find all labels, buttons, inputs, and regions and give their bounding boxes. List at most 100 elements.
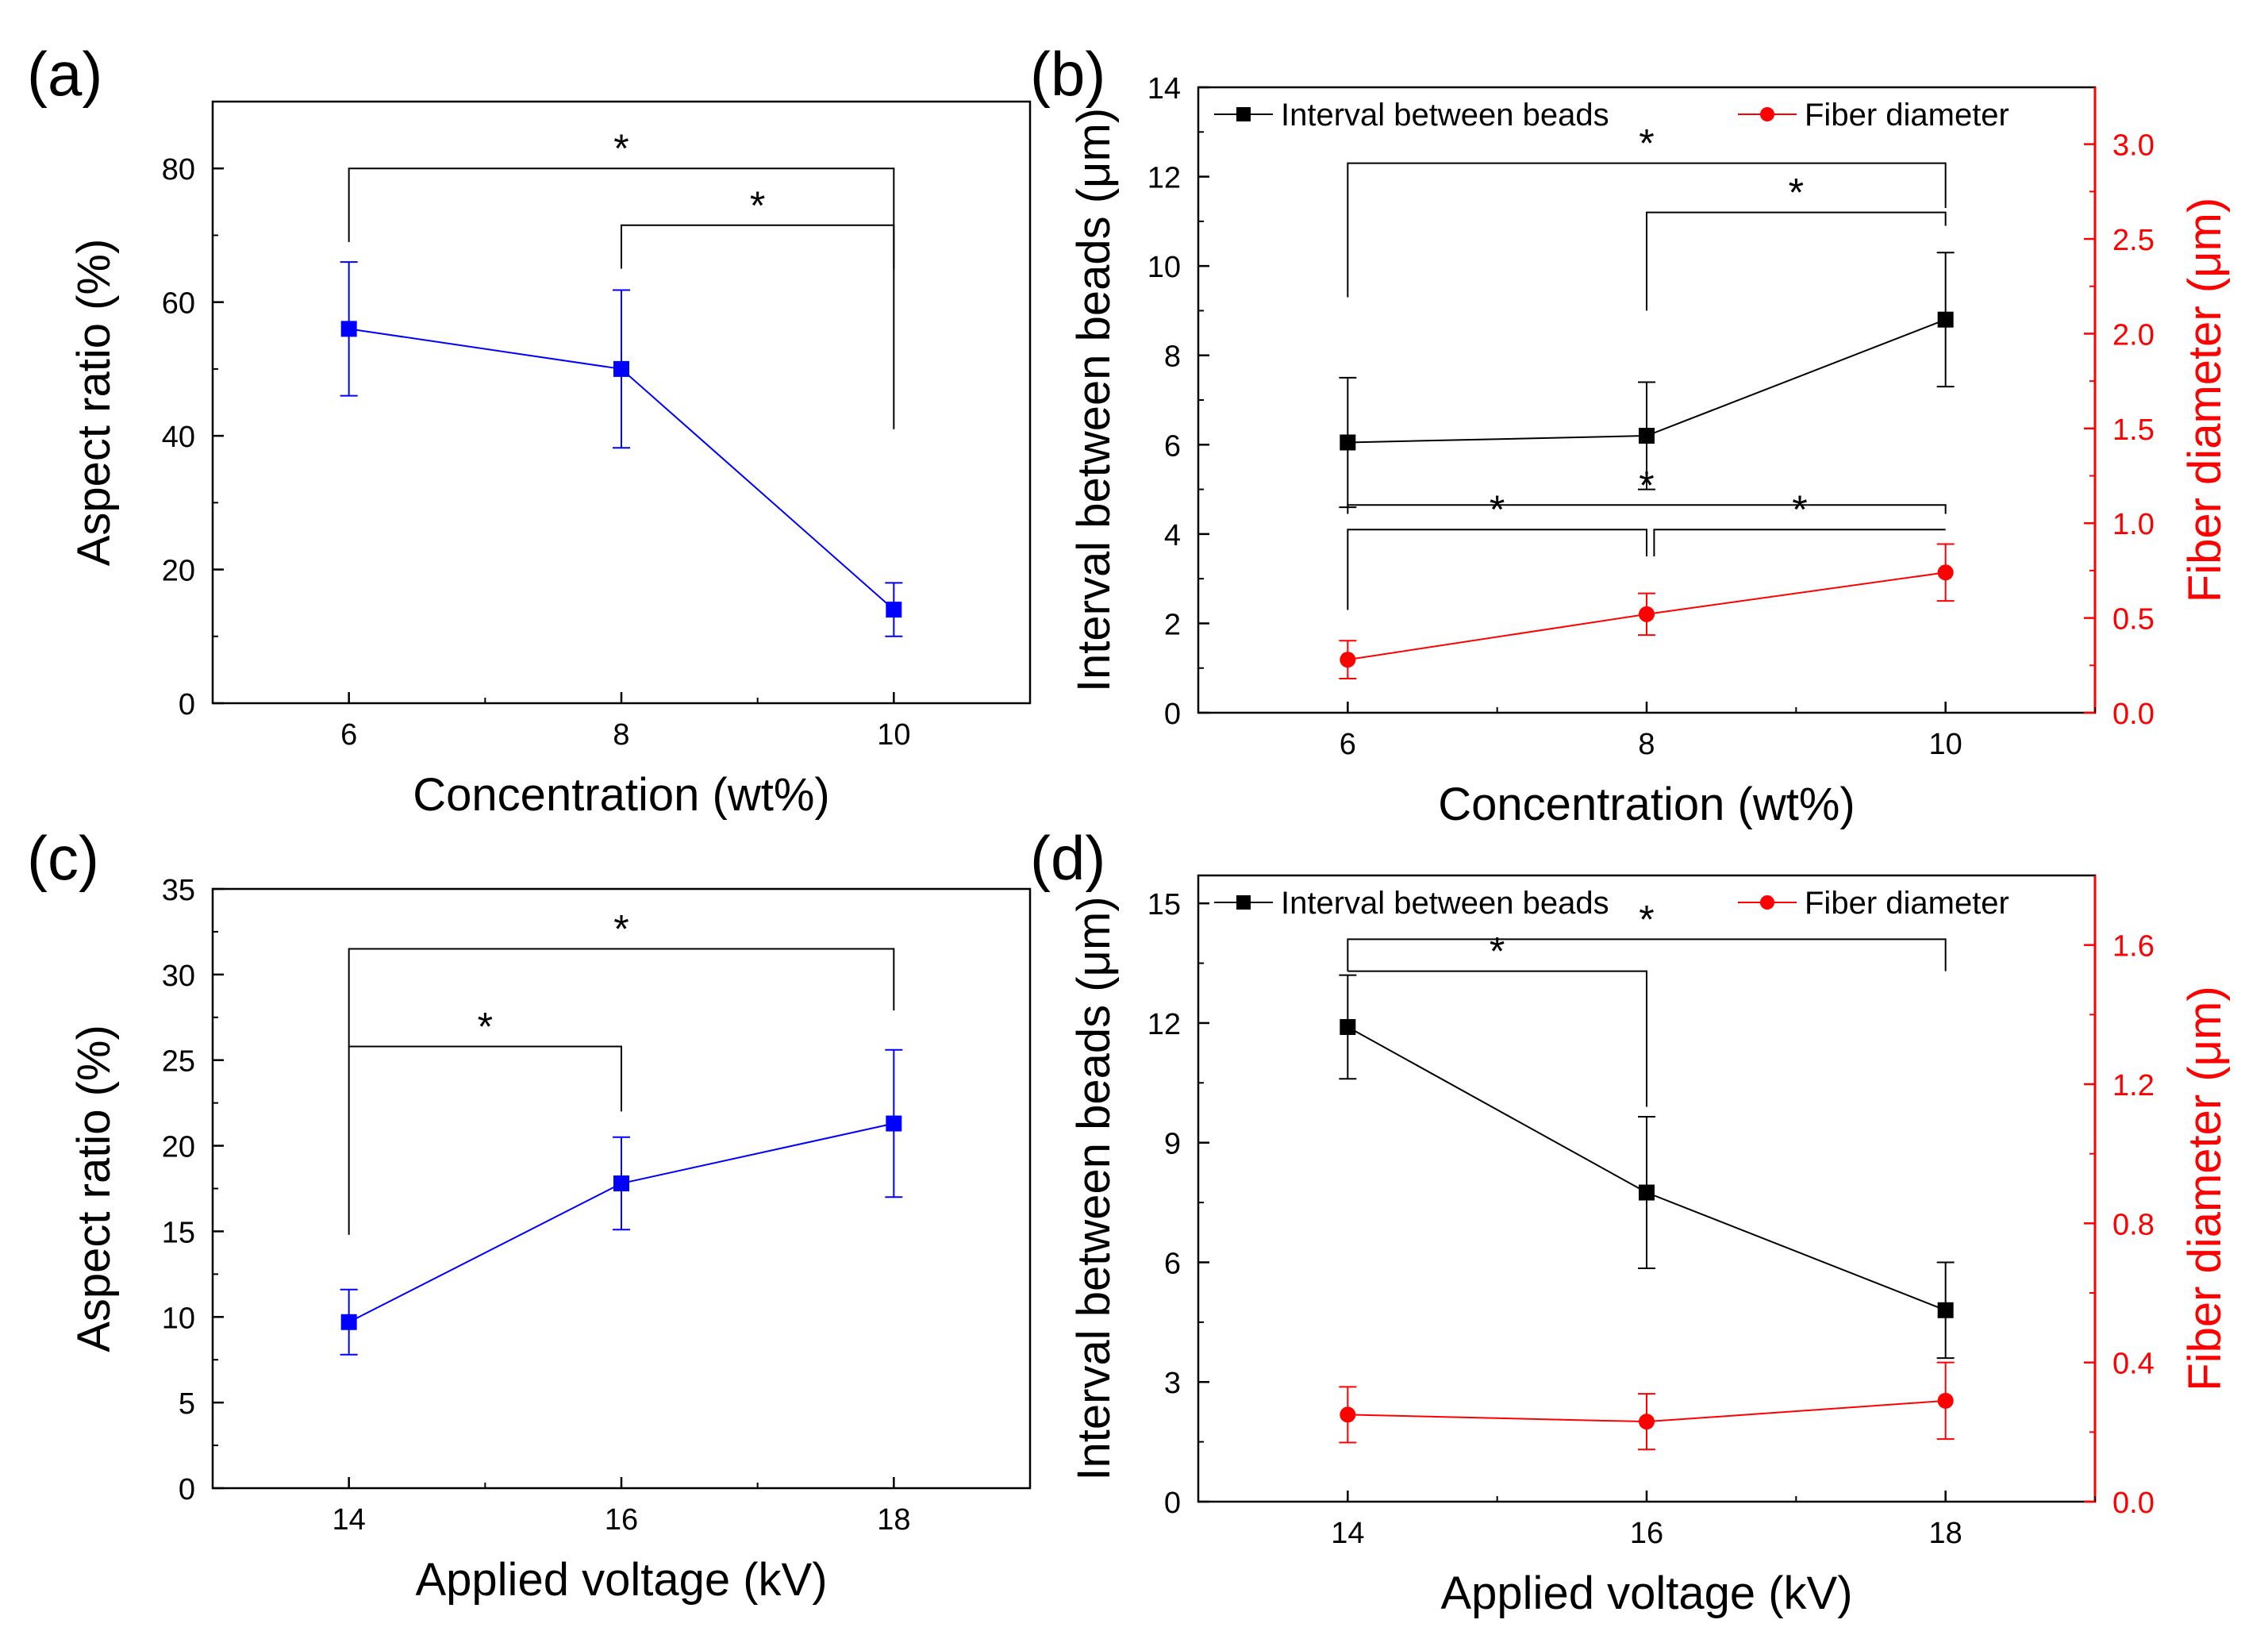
y-tick-label: 5 [179,1387,195,1421]
y-tick-label: 3 [1164,1367,1181,1400]
panel-label: (a) [27,39,102,109]
data-point [1639,606,1655,622]
data-point [1340,1018,1356,1035]
data-point [886,602,902,618]
significance-star: * [1789,171,1804,215]
significance-star: * [750,183,765,228]
data-point [1937,564,1954,581]
legend: Interval between beads Fiber diameter [1214,98,2009,133]
series-interval-between-beads [1339,974,1955,1360]
right-y-tick-label: 1.6 [2112,930,2155,964]
significance-bracket [348,167,895,429]
legend-marker [1760,107,1774,121]
significance-star: * [613,907,629,952]
panel-label: (b) [1030,39,1105,109]
y-axis-label: Aspect ratio (%) [68,1025,120,1352]
panel-c: (c) 14 16 18 0 5 10 15 20 25 30 35 Aspect ratio (%) A… [27,823,1032,1606]
y-tick-label: 30 [162,960,195,993]
y-tick-label: 0 [1164,698,1181,731]
y-tick-label: 8 [1164,340,1181,374]
data-point [340,321,357,337]
panel-label: (c) [27,823,99,893]
right-y-tick-label: 1.2 [2112,1069,2155,1102]
y-tick-label: 2 [1164,608,1181,641]
significance-bracket [348,948,895,1235]
series-fiber-diameter [1339,1361,1955,1451]
significance-star: * [1639,897,1654,941]
legend-label: Interval between beads [1281,98,1609,133]
y-tick-label: 6 [1164,1247,1181,1280]
x-axis-label: Concentration (wt%) [413,769,829,821]
right-y-tick-label: 0.5 [2112,603,2155,637]
significance-star: * [1490,487,1505,532]
x-tick-label: 10 [1929,728,1962,761]
y-tick-label: 80 [162,153,195,187]
right-y-tick-label: 1.5 [2112,414,2155,447]
y-tick-label: 0 [179,688,195,721]
significance-bracket [1347,970,1647,1107]
data-point [340,1314,357,1330]
y-tick-label: 14 [1147,72,1181,106]
data-point [1937,311,1954,328]
y-axis-label: Interval between beads (μm) [1068,108,1120,692]
data-point [613,1175,629,1192]
y-tick-label: 6 [1164,429,1181,463]
legend-marker [1236,895,1251,910]
right-y-tick-label: 0.0 [2112,1487,2155,1520]
x-tick-label: 14 [333,1503,366,1537]
x-tick-label: 14 [1331,1517,1364,1550]
y-tick-label: 10 [162,1302,195,1335]
legend: Interval between beads Fiber diameter [1214,886,2009,921]
panel-d: (d) 14 16 18 0 3 6 9 12 15 Interval between beads … [1030,823,2231,1619]
y-axis-label: Aspect ratio (%) [68,239,120,567]
series-aspect-ratio [340,1048,903,1356]
y-tick-label: 25 [162,1045,195,1079]
legend-label: Fiber diameter [1805,886,2009,921]
x-tick-label: 18 [877,1503,910,1537]
data-point [1340,434,1356,451]
y-tick-label: 12 [1147,1008,1181,1041]
data-point [1340,1406,1356,1423]
data-point [1639,1184,1655,1201]
y-tick-label: 35 [162,874,195,907]
legend-label: Fiber diameter [1805,98,2009,133]
significance-star: * [613,126,629,171]
y-tick-label: 12 [1147,162,1181,195]
y-tick-label: 60 [162,287,195,321]
y-tick-label: 20 [162,555,195,588]
significance-star: * [478,1004,493,1048]
significance-bracket [1347,162,1947,298]
significance-bracket [1646,211,1947,311]
panel-label: (d) [1030,823,1105,893]
significance-bracket [1653,529,1946,556]
significance-bracket [1347,529,1647,610]
significance-bracket [348,1045,622,1112]
data-point [1340,652,1356,668]
right-y-tick-label: 1.0 [2112,508,2155,541]
right-y-tick-label: 0.4 [2112,1348,2155,1381]
significance-star: * [1490,929,1505,974]
y-axis-label: Interval between beads (μm) [1068,896,1120,1480]
y-tick-label: 0 [179,1473,195,1506]
legend-marker [1760,895,1774,910]
x-tick-label: 8 [613,718,629,752]
x-tick-label: 6 [340,718,357,752]
legend-marker [1236,107,1251,121]
x-tick-label: 8 [1638,728,1655,761]
right-y-tick-label: 2.0 [2112,318,2155,352]
x-tick-label: 10 [877,718,910,752]
right-axis-label: Fiber diameter (μm) [2179,986,2231,1391]
x-tick-label: 16 [605,1503,638,1537]
series-fiber-diameter [1339,543,1955,680]
right-y-tick-label: 2.5 [2112,224,2155,257]
legend-label: Interval between beads [1281,886,1609,921]
right-y-tick-label: 3.0 [2112,129,2155,163]
x-tick-label: 16 [1630,1517,1663,1550]
series-aspect-ratio [340,261,903,637]
data-point [1937,1302,1954,1318]
right-axis-label: Fiber diameter (μm) [2179,198,2231,602]
y-tick-label: 9 [1164,1128,1181,1161]
significance-star: * [1639,121,1654,166]
y-tick-label: 20 [162,1131,195,1164]
